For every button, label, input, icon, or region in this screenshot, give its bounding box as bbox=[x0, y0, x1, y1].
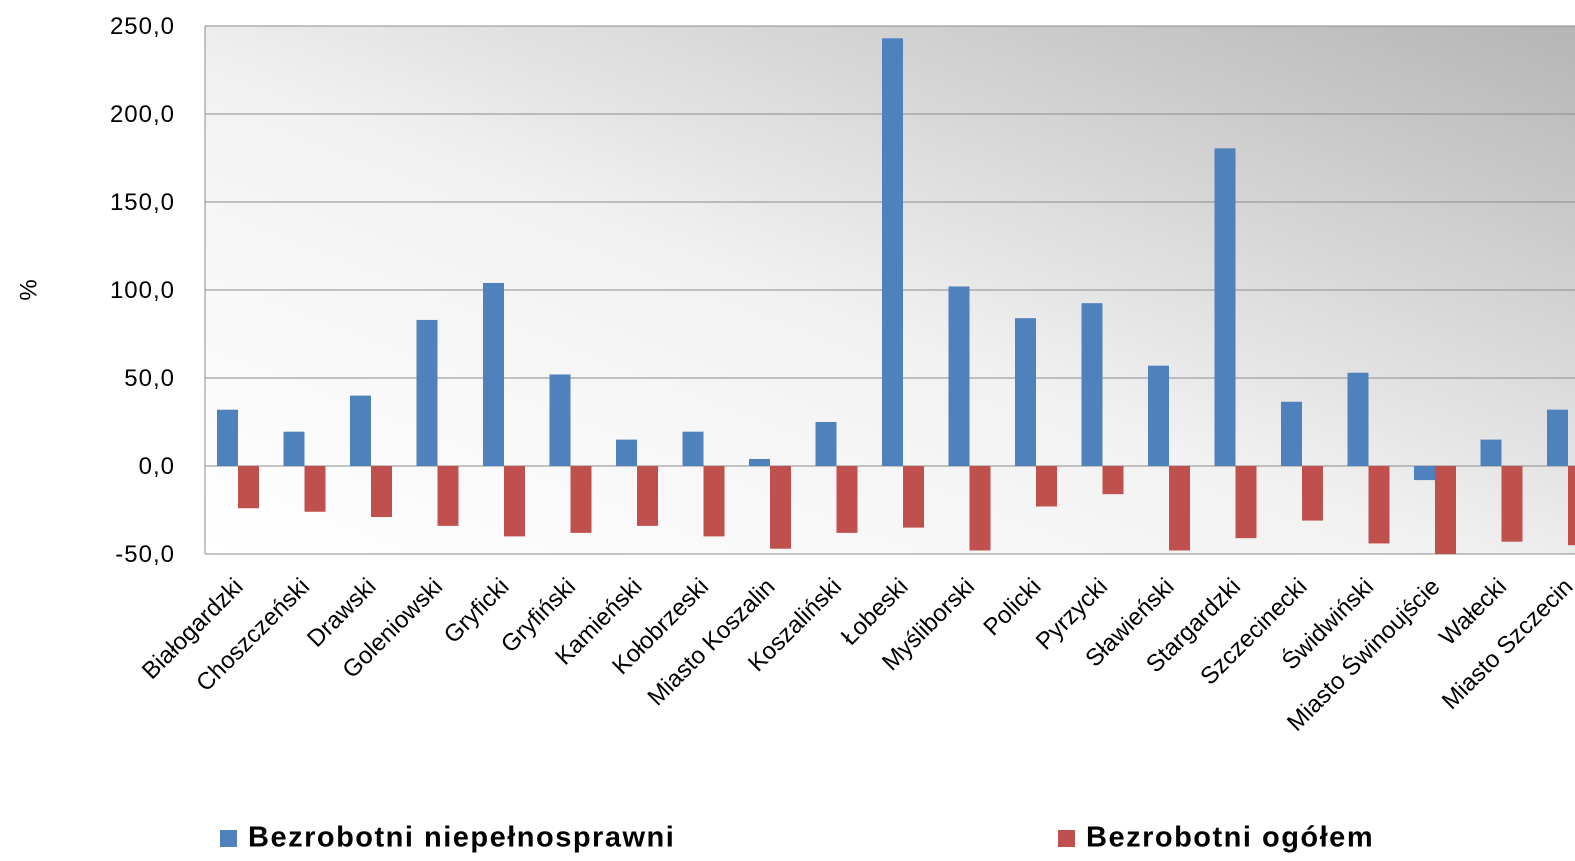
y-tick-label: 0,0 bbox=[139, 453, 175, 480]
bar bbox=[1547, 409, 1568, 466]
bar bbox=[1015, 318, 1036, 466]
bar bbox=[1214, 148, 1236, 466]
bar bbox=[1347, 372, 1369, 466]
y-tick-label: -50,0 bbox=[115, 541, 175, 568]
bar bbox=[703, 466, 725, 537]
bar bbox=[1480, 439, 1502, 466]
bar bbox=[1281, 401, 1302, 466]
bar bbox=[836, 466, 858, 533]
bar bbox=[504, 466, 525, 537]
bar bbox=[1368, 466, 1390, 544]
bar bbox=[903, 466, 924, 528]
bar bbox=[1501, 466, 1523, 542]
bar bbox=[1414, 466, 1435, 481]
bar bbox=[749, 458, 770, 466]
bar bbox=[1081, 303, 1103, 466]
bar bbox=[437, 466, 459, 526]
legend-swatch bbox=[220, 830, 237, 847]
y-tick-label: 100,0 bbox=[110, 277, 175, 304]
y-axis-label: % bbox=[15, 279, 42, 300]
bar bbox=[882, 38, 903, 466]
y-tick-label: 250,0 bbox=[110, 13, 175, 40]
bar bbox=[1169, 466, 1190, 551]
bar bbox=[217, 409, 238, 466]
bar bbox=[1302, 466, 1323, 521]
y-tick-label: 200,0 bbox=[110, 101, 175, 128]
bar bbox=[948, 286, 970, 466]
bar bbox=[1435, 466, 1456, 554]
bar bbox=[570, 466, 592, 533]
legend-label: Bezrobotni ogółem bbox=[1086, 822, 1374, 854]
bar bbox=[1235, 466, 1257, 539]
bar bbox=[483, 282, 504, 466]
bar bbox=[371, 466, 392, 518]
bar bbox=[1102, 466, 1124, 495]
bar bbox=[815, 422, 837, 466]
legend-swatch bbox=[1058, 830, 1075, 847]
bar bbox=[616, 439, 637, 466]
y-tick-label: 150,0 bbox=[110, 189, 175, 216]
bar bbox=[637, 466, 658, 526]
y-tick-label: 50,0 bbox=[124, 365, 175, 392]
bar bbox=[770, 466, 791, 549]
legend-label: Bezrobotni niepełnosprawni bbox=[248, 822, 675, 854]
bar bbox=[682, 431, 704, 466]
bar bbox=[416, 319, 438, 466]
bar bbox=[350, 395, 371, 466]
bar bbox=[1148, 365, 1169, 466]
bar bbox=[549, 374, 571, 466]
bar bbox=[1568, 466, 1575, 546]
bar bbox=[969, 466, 991, 551]
bar bbox=[283, 431, 305, 466]
bar bbox=[1036, 466, 1057, 507]
bar bbox=[304, 466, 326, 512]
bar bbox=[238, 466, 259, 509]
